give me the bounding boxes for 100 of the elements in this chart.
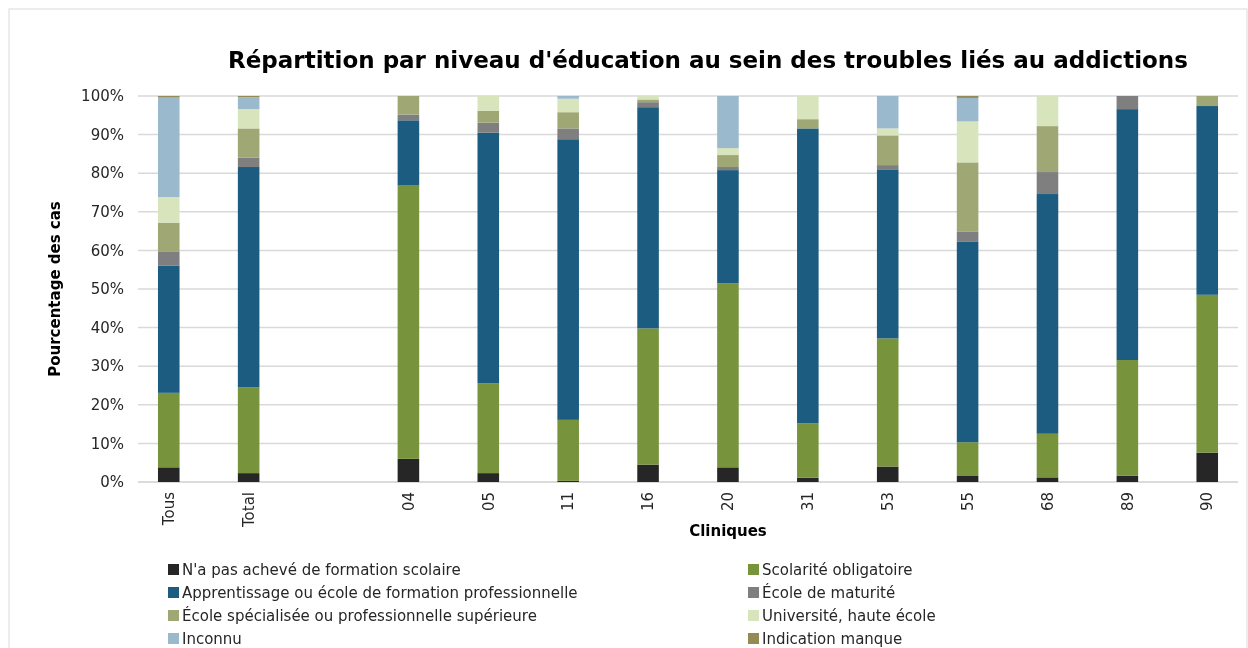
bar (956, 475, 979, 482)
y-tick-label: 40% (90, 318, 124, 337)
legend-label: École spécialisée ou professionnelle supérieure (182, 606, 537, 626)
bar (157, 197, 180, 223)
x-tick-label: 20 (719, 492, 738, 512)
bar (1036, 126, 1059, 173)
bar (557, 96, 579, 99)
bar (1036, 194, 1059, 434)
x-tick-label: 04 (399, 492, 418, 512)
x-axis-title: Cliniques (689, 522, 767, 540)
bar (1196, 294, 1219, 453)
x-tick-label: 90 (1198, 492, 1217, 512)
bar (237, 109, 260, 129)
bar (557, 139, 579, 420)
y-tick-label: 30% (90, 357, 124, 376)
bar (397, 120, 420, 186)
bar (477, 96, 500, 111)
bar (717, 155, 739, 168)
bar (1036, 433, 1059, 478)
bar (956, 121, 979, 163)
bar (157, 222, 180, 252)
bar (157, 392, 180, 468)
x-tick-label: Total (239, 492, 258, 529)
bar (637, 102, 659, 108)
bar (477, 383, 500, 474)
bar (637, 107, 659, 329)
legend-label: Apprentissage ou école de formation professionnelle (182, 584, 578, 603)
legend-label: Indication manque (762, 630, 903, 648)
bar (876, 466, 899, 482)
bar (1116, 475, 1139, 482)
bar (477, 473, 500, 482)
bar (797, 423, 819, 478)
bar (876, 169, 899, 339)
y-tick-label: 80% (90, 164, 124, 183)
bar (797, 119, 819, 129)
bar (717, 170, 739, 284)
bar (956, 231, 979, 242)
bar (956, 97, 979, 122)
bar (477, 110, 500, 123)
legend-label: Scolarité obligatoire (762, 561, 913, 580)
bar (157, 97, 180, 198)
bar (157, 467, 180, 482)
bar (717, 148, 739, 156)
y-tick-label: 10% (90, 434, 124, 453)
bar (397, 458, 420, 482)
y-tick-label: 90% (90, 125, 124, 144)
y-tick-label: 0% (100, 473, 124, 492)
legend-label: N'a pas achevé de formation scolaire (182, 561, 461, 580)
bar (1116, 360, 1139, 476)
x-tick-label: Tous (160, 491, 179, 527)
x-tick-label: 55 (958, 492, 977, 512)
bar (717, 467, 739, 482)
bar (237, 157, 260, 168)
x-tick-label: 53 (878, 492, 897, 512)
y-tick-label: 20% (90, 396, 124, 415)
bar (1196, 452, 1219, 482)
y-axis-title: Pourcentage des cas (46, 201, 64, 377)
x-tick-label: 05 (479, 492, 498, 512)
bar (717, 96, 739, 149)
bar (876, 96, 899, 129)
bar (1036, 96, 1059, 127)
bar (557, 419, 579, 481)
x-tick-label: 89 (1118, 492, 1137, 512)
bar (876, 135, 899, 166)
bar (237, 387, 260, 474)
x-tick-label: 68 (1038, 492, 1057, 512)
bar (1116, 109, 1139, 361)
bar (237, 473, 260, 482)
bar (237, 97, 260, 110)
legend-label: Inconnu (182, 630, 242, 648)
bar (557, 112, 579, 129)
bar (1196, 96, 1219, 107)
bar (157, 265, 180, 393)
bar (797, 128, 819, 424)
y-tick-label: 50% (90, 280, 124, 299)
y-tick-label: 100% (81, 87, 124, 106)
bar (797, 477, 819, 482)
x-tick-label: 31 (799, 492, 818, 512)
bar (557, 128, 579, 140)
bar (397, 185, 420, 459)
bar (717, 283, 739, 468)
bar (557, 98, 579, 113)
bar (157, 251, 180, 266)
legend-label: Université, haute école (762, 607, 936, 626)
bar (956, 442, 979, 476)
bar (637, 464, 659, 482)
bar (477, 122, 500, 133)
x-tick-label: 16 (639, 492, 658, 512)
bar (237, 167, 260, 388)
legend-label: École de maturité (762, 583, 896, 603)
bar (717, 167, 739, 171)
chart-title: Répartition par niveau d'éducation au sein des troubles liés au addictions (228, 47, 1188, 73)
bar (397, 96, 420, 115)
bar (876, 165, 899, 170)
x-tick-label: 11 (559, 492, 578, 512)
bar (876, 338, 899, 467)
bar (1036, 172, 1059, 195)
bar (237, 128, 260, 158)
y-tick-label: 70% (90, 203, 124, 222)
bar (1036, 477, 1059, 482)
